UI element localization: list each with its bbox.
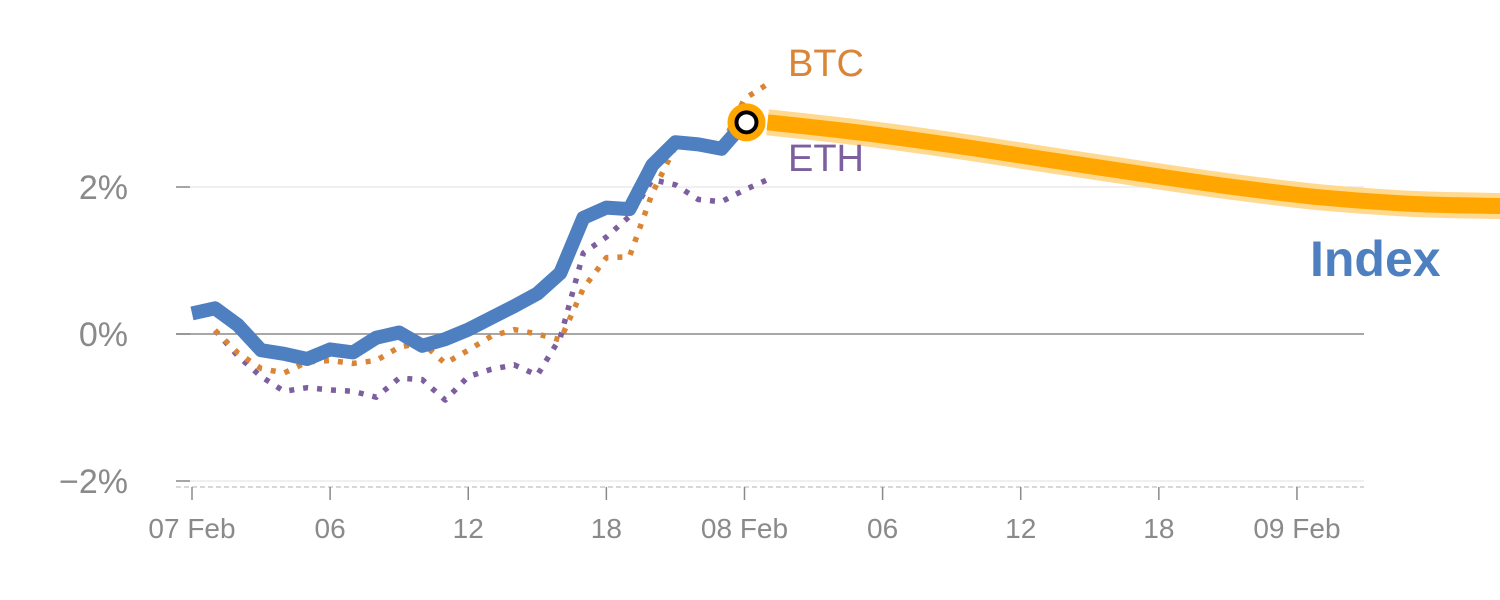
- y-tick-label: 0%: [79, 316, 128, 354]
- y-tick-label: 2%: [79, 169, 128, 207]
- x-tick-label: 18: [591, 513, 622, 544]
- x-tick-label: 18: [1143, 513, 1174, 544]
- index-series-label: Index: [1310, 231, 1441, 287]
- y-axis: −2% 0% 2%: [59, 169, 190, 501]
- x-tick-label: 12: [453, 513, 484, 544]
- eth-series-label: ETH: [788, 138, 864, 180]
- series-labels: BTC ETH Index: [788, 43, 1441, 287]
- marker-dot: [734, 110, 759, 135]
- x-tick-label: 09 Feb: [1253, 513, 1340, 544]
- x-axis: 07 Feb 06 12 18 08 Feb 06 12 18 09 Feb: [148, 486, 1364, 544]
- index-line: [190, 117, 750, 366]
- x-tick-label: 07 Feb: [148, 513, 235, 544]
- x-tick-label: 08 Feb: [701, 513, 788, 544]
- forecast-line: [766, 114, 1500, 215]
- series-lines: [190, 81, 1500, 403]
- gridlines: [176, 186, 1364, 482]
- current-value-marker: [727, 103, 766, 142]
- x-tick-label: 06: [867, 513, 898, 544]
- y-tick-label: −2%: [59, 463, 128, 501]
- x-tick-label: 12: [1005, 513, 1036, 544]
- eth-line: [212, 176, 769, 403]
- x-tick-label: 06: [315, 513, 346, 544]
- btc-line: [213, 81, 769, 376]
- btc-series-label: BTC: [788, 43, 864, 85]
